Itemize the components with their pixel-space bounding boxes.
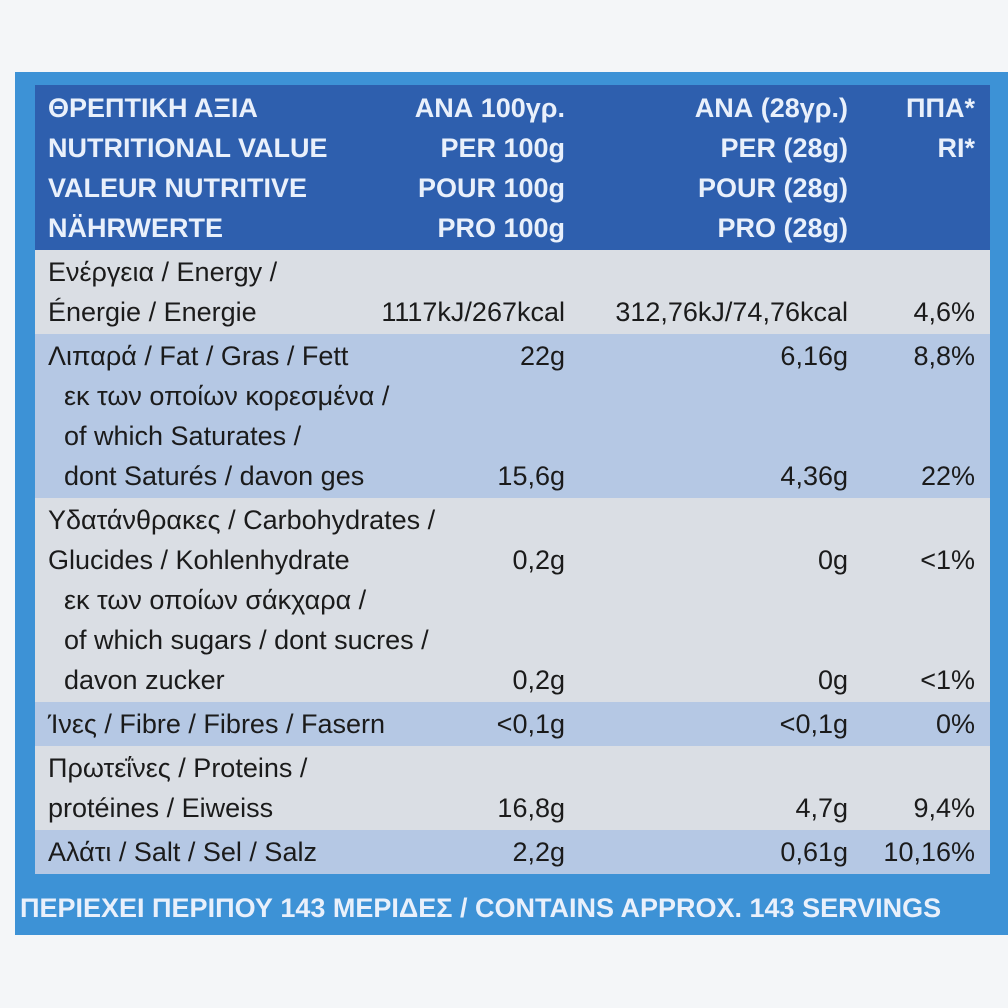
nutrient-value: 1117kJ/267kcal xyxy=(381,297,565,327)
nutrient-value: <1% xyxy=(920,665,975,695)
nutrient-value: 0,2g xyxy=(512,545,565,575)
nutrient-value: 16,8g xyxy=(497,793,565,823)
row-background xyxy=(35,746,990,830)
nutrient-value: 312,76kJ/74,76kcal xyxy=(615,297,848,327)
nutrient-label: protéines / Eiweiss xyxy=(48,793,274,823)
nutrient-label: Glucides / Kohlenhydrate xyxy=(48,545,350,575)
header-text: POUR (28g) xyxy=(697,173,848,203)
nutrient-value: <1% xyxy=(920,545,975,575)
nutrient-label: Υδατάνθρακες / Carbohydrates / xyxy=(48,505,436,535)
row-background xyxy=(35,830,990,874)
header-text: ΑΝΑ (28γρ.) xyxy=(694,93,848,123)
nutrient-value: 4,6% xyxy=(913,297,975,327)
header-text: RI* xyxy=(937,133,975,163)
nutrient-value: 15,6g xyxy=(497,461,565,491)
nutrient-value: 0g xyxy=(817,665,848,695)
nutrient-value: 0,2g xyxy=(512,665,565,695)
nutrient-label: of which Saturates / xyxy=(64,421,302,451)
row-background xyxy=(35,334,990,498)
header-text: VALEUR NUTRITIVE xyxy=(48,173,308,203)
nutrient-label: Λιπαρά / Fat / Gras / Fett xyxy=(48,341,349,371)
nutrient-value: 22% xyxy=(920,461,975,491)
nutrient-label: davon zucker xyxy=(64,665,225,695)
nutrient-label: of which sugars / dont sucres / xyxy=(64,625,429,655)
header-text: NUTRITIONAL VALUE xyxy=(48,133,328,163)
header-text: PRO 100g xyxy=(437,213,565,243)
nutrient-label: εκ των οποίων σάκχαρα / xyxy=(64,585,367,615)
nutrient-label: Ίνες / Fibre / Fibres / Fasern xyxy=(48,709,385,739)
nutrient-label: Αλάτι / Salt / Sel / Salz xyxy=(48,837,317,867)
header-band xyxy=(35,85,990,250)
row-background xyxy=(35,702,990,746)
nutrient-value: 6,16g xyxy=(780,341,848,371)
nutrient-value: 2,2g xyxy=(512,837,565,867)
nutrient-value: 4,7g xyxy=(795,793,848,823)
header-text: ΑΝΑ 100γρ. xyxy=(414,93,565,123)
header-text: PER 100g xyxy=(440,133,565,163)
row-background xyxy=(35,250,990,334)
header-text: ΠΠΑ* xyxy=(905,93,975,123)
nutrient-value: 0,61g xyxy=(780,837,848,867)
nutrient-value: 4,36g xyxy=(780,461,848,491)
header-text: PRO (28g) xyxy=(717,213,848,243)
nutrient-value: 10,16% xyxy=(883,837,975,867)
nutrient-value: <0,1g xyxy=(779,709,848,739)
nutrient-label: Ενέργεια / Energy / xyxy=(48,257,278,287)
nutrient-value: 0% xyxy=(935,709,975,739)
nutrient-value: <0,1g xyxy=(496,709,565,739)
nutrient-label: Πρωτεΐνες / Proteins / xyxy=(48,753,308,783)
nutrient-value: 9,4% xyxy=(913,793,975,823)
header-text: NÄHRWERTE xyxy=(48,213,223,243)
nutrient-value: 0g xyxy=(817,545,848,575)
nutrient-label: Énergie / Energie xyxy=(48,297,257,327)
header-text: POUR 100g xyxy=(417,173,565,203)
nutrient-value: 8,8% xyxy=(913,341,975,371)
nutrient-label: εκ των οποίων κορεσμένα / xyxy=(64,381,390,411)
header-text: ΘΡΕΠΤΙΚΗ ΑΞΙΑ xyxy=(48,93,258,123)
row-background xyxy=(35,498,990,702)
footer-text: ΠΕΡΙΕΧΕΙ ΠΕΡΙΠΟΥ 143 ΜΕΡΙΔΕΣ / CONTAINS … xyxy=(20,893,942,923)
header-text: PER (28g) xyxy=(720,133,848,163)
nutrient-value: 22g xyxy=(519,341,565,371)
nutrient-label: dont Saturés / davon ges xyxy=(64,461,365,491)
